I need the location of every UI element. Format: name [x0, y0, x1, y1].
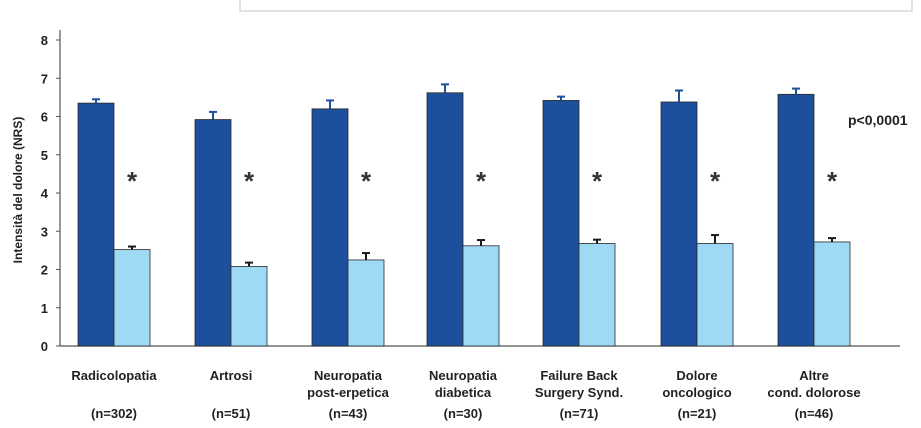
significance-star: * [827, 166, 838, 196]
category-label: Artrosi [210, 368, 253, 383]
y-tick-label: 1 [41, 301, 48, 316]
sample-size-label: (n=30) [444, 406, 483, 421]
bar [777, 93, 815, 347]
bar [578, 243, 616, 347]
bar [660, 101, 698, 347]
sample-size-label: (n=43) [329, 406, 368, 421]
category-label: Dolore [676, 368, 717, 383]
top-panel [239, 0, 913, 12]
y-axis-label: Intensità del dolore (NRS) [11, 117, 25, 264]
category-label: oncologico [662, 385, 731, 400]
sample-size-label: (n=302) [91, 406, 137, 421]
bar [542, 100, 580, 347]
plot-area: 0 1 2 3 4 5 6 7 8 * Radicolopatia (n=302) * Artrosi (n… [41, 30, 900, 421]
y-tick-label: 2 [41, 263, 48, 278]
sample-size-label: (n=46) [795, 406, 834, 421]
sample-size-label: (n=51) [212, 406, 251, 421]
bar [194, 119, 232, 347]
significance-star: * [710, 166, 721, 196]
p-value-annotation: p<0,0001 [848, 112, 908, 128]
category-label: Neuropatia [314, 368, 383, 383]
category-label: Surgery Synd. [535, 385, 623, 400]
y-tick-label: 0 [41, 339, 48, 354]
y-tick-label: 8 [41, 33, 48, 48]
y-tick-label: 4 [41, 186, 49, 201]
y-tick-label: 3 [41, 224, 48, 239]
significance-star: * [361, 166, 372, 196]
category-label: Neuropatia [429, 368, 498, 383]
bar [113, 249, 151, 347]
category-label: Failure Back [540, 368, 618, 383]
bar [813, 241, 851, 347]
significance-star: * [476, 166, 487, 196]
category-label: cond. dolorose [767, 385, 860, 400]
y-tick-label: 5 [41, 148, 48, 163]
significance-star: * [244, 166, 255, 196]
bar [426, 92, 464, 347]
category-label: Altre [799, 368, 829, 383]
bar [77, 102, 115, 347]
bar [311, 108, 349, 347]
bar [230, 266, 268, 347]
category-label: diabetica [435, 385, 492, 400]
bar [347, 259, 385, 347]
category-label: Radicolopatia [71, 368, 157, 383]
category-label: post-erpetica [307, 385, 389, 400]
significance-star: * [592, 166, 603, 196]
sample-size-label: (n=71) [560, 406, 599, 421]
y-tick-label: 7 [41, 71, 48, 86]
y-tick-label: 6 [41, 110, 48, 125]
bar [462, 245, 500, 347]
bar [696, 243, 734, 347]
significance-star: * [127, 166, 138, 196]
sample-size-label: (n=21) [678, 406, 717, 421]
